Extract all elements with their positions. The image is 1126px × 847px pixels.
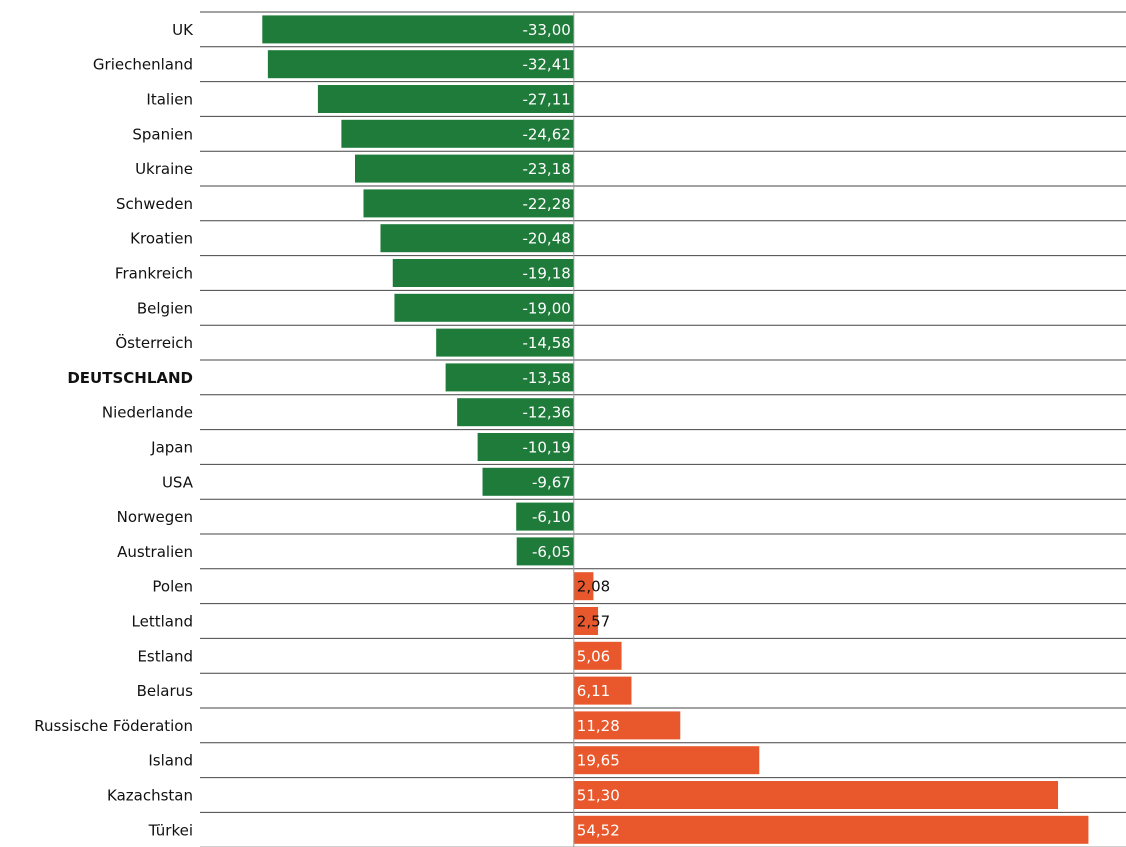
value-label: -19,18 [522, 265, 570, 283]
bar [317, 85, 574, 113]
value-label: 54,52 [577, 821, 620, 839]
bar [573, 641, 622, 670]
value-label: 6,11 [577, 682, 610, 700]
category-label: UK [172, 21, 194, 39]
value-label: 51,30 [577, 787, 620, 805]
value-label: 2,08 [577, 578, 610, 596]
bar [573, 676, 632, 705]
bar [363, 189, 574, 218]
category-label: Ukraine [135, 160, 193, 178]
category-label: Estland [137, 647, 193, 665]
value-label: -14,58 [522, 334, 570, 352]
bar [394, 293, 574, 322]
value-label: -27,11 [522, 91, 570, 109]
bar [267, 50, 574, 79]
bar [516, 502, 574, 531]
category-label: Australien [117, 543, 193, 561]
value-label: -23,18 [522, 160, 570, 178]
category-label: USA [162, 473, 194, 491]
value-label: -10,19 [522, 439, 570, 457]
bar [573, 607, 599, 635]
bar [477, 433, 574, 461]
value-label: -12,36 [522, 404, 570, 422]
bar [482, 467, 574, 496]
category-label: Japan [150, 439, 193, 457]
bar [341, 119, 574, 148]
category-label: Frankreich [115, 265, 193, 283]
category-label: Kroatien [130, 230, 193, 248]
bar [436, 328, 574, 357]
value-label: -6,05 [532, 543, 571, 561]
bar [262, 15, 574, 44]
category-label: Kazachstan [107, 787, 193, 805]
bar [380, 224, 574, 253]
bar [445, 363, 574, 392]
value-label: -13,58 [522, 369, 570, 387]
category-label: Norwegen [117, 508, 193, 526]
value-label: -32,41 [522, 56, 570, 74]
category-label: Türkei [148, 821, 193, 839]
category-label: Spanien [132, 125, 193, 143]
category-label: Griechenland [93, 56, 193, 74]
bar [354, 154, 574, 183]
value-label: 11,28 [577, 717, 620, 735]
category-label: Österreich [115, 333, 193, 352]
category-label: Island [148, 752, 193, 770]
category-label: Italien [146, 91, 193, 109]
bar [573, 746, 760, 775]
value-label: 5,06 [577, 647, 610, 665]
value-label: -6,10 [532, 508, 571, 526]
value-label: -19,00 [522, 299, 570, 317]
category-label: Lettland [132, 613, 193, 631]
bar [457, 398, 574, 427]
category-label: Polen [152, 578, 193, 596]
bar [573, 572, 594, 601]
category-label: DEUTSCHLAND [67, 369, 193, 387]
category-label: Belgien [137, 299, 193, 317]
bar [516, 537, 574, 566]
value-label: -22,28 [522, 195, 570, 213]
bar [573, 781, 1059, 809]
value-label: 19,65 [577, 752, 620, 770]
value-label: -24,62 [522, 125, 570, 143]
value-label: 2,57 [577, 613, 610, 631]
value-label: -20,48 [522, 230, 570, 248]
category-label: Belarus [137, 682, 194, 700]
category-label: Niederlande [102, 404, 193, 422]
value-label: -9,67 [532, 473, 571, 491]
value-label: -33,00 [522, 21, 570, 39]
bar [573, 815, 1089, 844]
category-label: Schweden [116, 195, 193, 213]
category-label: Russische Föderation [34, 717, 193, 735]
bar [573, 711, 681, 740]
bar [392, 259, 574, 287]
